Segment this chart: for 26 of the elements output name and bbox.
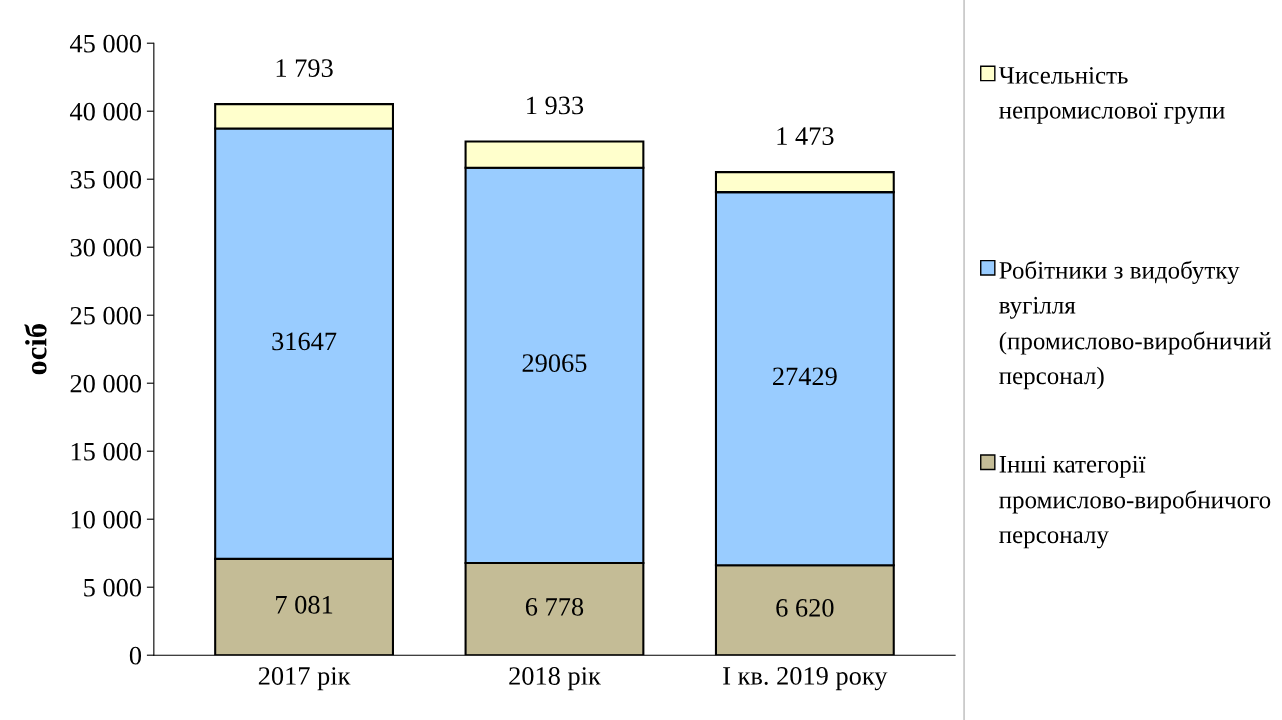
legend-label: Чисельність непромислової групи <box>998 67 1225 124</box>
y-tick-label: 30 000 <box>70 238 142 257</box>
data-label: 1 473 <box>777 127 834 145</box>
y-tick-label: 0 <box>129 646 142 665</box>
y-tick-label: 20 000 <box>70 374 142 393</box>
legend-label: Інші категорії промислово-виробничого персоналу <box>999 455 1271 549</box>
y-tick-label: 25 000 <box>70 306 142 325</box>
data-label: 6 778 <box>525 597 584 616</box>
data-label: 27429 <box>773 367 837 386</box>
y-tick-label: 40 000 <box>69 102 142 121</box>
data-label: 29065 <box>522 354 587 372</box>
data-label: 1 793 <box>276 59 333 77</box>
x-tick-label: 2018 рік <box>509 667 601 691</box>
data-label: 7 081 <box>276 595 333 614</box>
y-tick-label: 5 000 <box>84 578 142 597</box>
y-tick-label: 35 000 <box>70 170 142 189</box>
data-label: 31647 <box>272 332 337 351</box>
y-tick-label: 15 000 <box>71 442 142 461</box>
y-tick-label: 10 000 <box>71 510 142 529</box>
x-tick-label: I кв. 2019 року <box>723 667 888 691</box>
y-axis-title: осіб <box>24 324 47 375</box>
data-label: 1 933 <box>527 96 584 115</box>
x-tick-label: 2017 рік <box>258 667 351 691</box>
y-tick-label: 45 000 <box>69 34 142 53</box>
data-label: 6 620 <box>776 598 834 617</box>
legend-label: Робітники з видобутку вугілля (промислово-виробничий персонал) <box>999 260 1272 390</box>
